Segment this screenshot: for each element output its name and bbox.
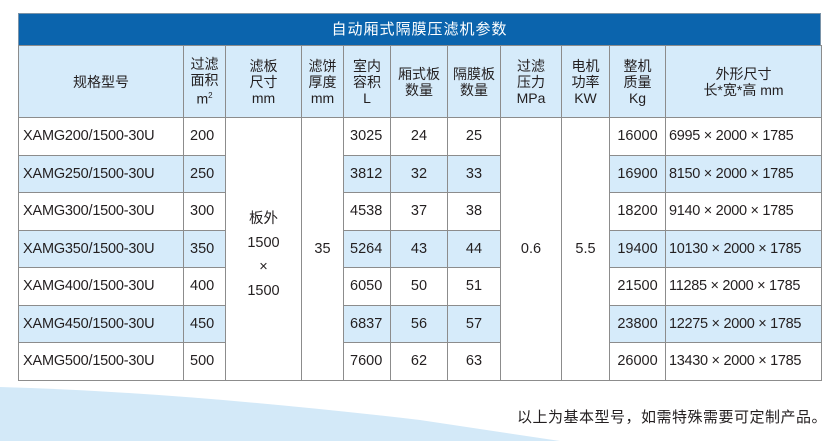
cell-area: 500 (183, 342, 226, 381)
cell-model: XAMG250/1500-30U (18, 154, 184, 193)
cell-model: XAMG400/1500-30U (18, 267, 184, 306)
cell-dimensions: 12275 × 2000 × 1785 (665, 304, 822, 343)
header-chamber-volume: 室内 容积 L (343, 45, 391, 118)
cell-chamber-plates: 43 (390, 229, 448, 268)
cell-chamber-plates: 50 (390, 267, 448, 306)
cell-dimensions: 13430 × 2000 × 1785 (665, 342, 822, 381)
table-row: XAMG400/1500-30U 400 6050 50 51 21500 11… (18, 267, 822, 306)
cell-area: 400 (183, 267, 226, 306)
spec-table: 规格型号 过滤 面积 m2 滤板 尺寸 mm 滤饼 厚度 mm 室内 容积 L 厢式板 数量 隔膜… (18, 45, 822, 381)
cell-chamber-plates: 24 (390, 117, 448, 156)
cell-dimensions: 8150 × 2000 × 1785 (665, 154, 822, 193)
cell-area: 350 (183, 229, 226, 268)
cell-volume: 6837 (343, 304, 391, 343)
cell-motor-power: 5.5 (561, 117, 610, 381)
cell-weight: 19400 (609, 229, 666, 268)
header-membrane-plates: 隔膜板 数量 (447, 45, 501, 118)
header-model: 规格型号 (18, 45, 184, 118)
table-row: XAMG450/1500-30U 450 6837 56 57 23800 12… (18, 304, 822, 343)
cell-membrane-plates: 33 (447, 154, 501, 193)
table-title: 自动厢式隔膜压滤机参数 (18, 13, 821, 45)
header-weight: 整机 质量 Kg (609, 45, 666, 118)
cell-dimensions: 10130 × 2000 × 1785 (665, 229, 822, 268)
table-row: XAMG200/1500-30U 200 板外 1500 × 1500 35 3025… (18, 117, 822, 381)
cell-membrane-plates: 63 (447, 342, 501, 381)
cell-volume: 3025 (343, 117, 391, 156)
footnote: 以上为基本型号，如需特殊需要可定制产品。 (516, 409, 827, 426)
cell-plate-size: 板外 1500 × 1500 (225, 117, 302, 381)
cell-dimensions: 6995 × 2000 × 1785 (665, 117, 822, 156)
cell-membrane-plates: 57 (447, 304, 501, 343)
cell-weight: 18200 (609, 192, 666, 231)
cell-volume: 4538 (343, 192, 391, 231)
cell-model: XAMG500/1500-30U (18, 342, 184, 381)
header-row: 规格型号 过滤 面积 m2 滤板 尺寸 mm 滤饼 厚度 mm 室内 容积 L 厢式板 数量 隔膜… (18, 45, 822, 118)
table-row: XAMG500/1500-30U 500 7600 62 63 26000 13… (18, 342, 822, 381)
cell-membrane-plates: 38 (447, 192, 501, 231)
cell-membrane-plates: 51 (447, 267, 501, 306)
cell-volume: 5264 (343, 229, 391, 268)
cell-chamber-plates: 32 (390, 154, 448, 193)
cell-dimensions: 9140 × 2000 × 1785 (665, 192, 822, 231)
spec-table-container: 自动厢式隔膜压滤机参数 规格型号 过滤 面积 m2 滤板 尺寸 mm 滤饼 厚度 mm 室内… (18, 13, 822, 381)
cell-chamber-plates: 56 (390, 304, 448, 343)
cell-chamber-plates: 37 (390, 192, 448, 231)
header-chamber-plates: 厢式板 数量 (390, 45, 448, 118)
cell-pressure: 0.6 (500, 117, 562, 381)
cell-area: 200 (183, 117, 226, 156)
table-row: XAMG250/1500-30U 250 3812 32 33 16900 81… (18, 154, 822, 193)
table-row: XAMG300/1500-30U 300 4538 37 38 18200 91… (18, 192, 822, 231)
cell-volume: 3812 (343, 154, 391, 193)
cell-weight: 26000 (609, 342, 666, 381)
cell-volume: 6050 (343, 267, 391, 306)
cell-area: 300 (183, 192, 226, 231)
header-area: 过滤 面积 m2 (183, 45, 226, 118)
cell-area: 450 (183, 304, 226, 343)
cell-dimensions: 11285 × 2000 × 1785 (665, 267, 822, 306)
cell-model: XAMG300/1500-30U (18, 192, 184, 231)
header-pressure: 过滤 压力 MPa (500, 45, 562, 118)
cell-model: XAMG200/1500-30U (18, 117, 184, 156)
cell-weight: 16000 (609, 117, 666, 156)
cell-volume: 7600 (343, 342, 391, 381)
cell-weight: 21500 (609, 267, 666, 306)
header-plate-size: 滤板 尺寸 mm (225, 45, 302, 118)
cell-membrane-plates: 25 (447, 117, 501, 156)
cell-membrane-plates: 44 (447, 229, 501, 268)
cell-weight: 23800 (609, 304, 666, 343)
header-cake-thickness: 滤饼 厚度 mm (301, 45, 344, 118)
header-motor-power: 电机 功率 KW (561, 45, 610, 118)
cell-chamber-plates: 62 (390, 342, 448, 381)
cell-weight: 16900 (609, 154, 666, 193)
cell-model: XAMG450/1500-30U (18, 304, 184, 343)
cell-area: 250 (183, 154, 226, 193)
table-row: XAMG350/1500-30U 350 5264 43 44 19400 10… (18, 229, 822, 268)
cell-model: XAMG350/1500-30U (18, 229, 184, 268)
header-dimensions: 外形尺寸 长*宽*高 mm (665, 45, 822, 118)
cell-cake-thickness: 35 (301, 117, 344, 381)
